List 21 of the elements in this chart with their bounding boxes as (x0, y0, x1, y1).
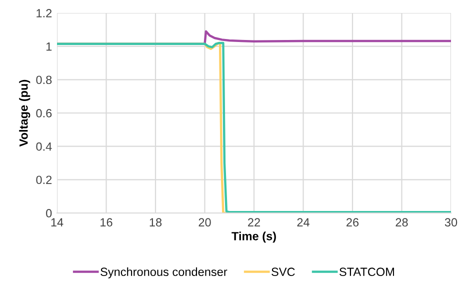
x-tick-label: 18 (150, 218, 162, 227)
y-tick-label: 0.8 (36, 76, 52, 84)
y-axis-title: Voltage (pu) (19, 80, 30, 147)
x-tick-label: 28 (396, 218, 408, 227)
y-tick-label: 0.2 (36, 176, 52, 184)
y-tick-label: 0.4 (36, 142, 52, 151)
legend-label: SVC (272, 268, 295, 276)
legend-label: STATCOM (340, 268, 394, 276)
y-tick-label: 1 (46, 42, 52, 51)
x-tick-label: 14 (51, 218, 64, 226)
y-tick-label: 0.6 (36, 109, 52, 118)
x-tick-label: 22 (248, 218, 260, 226)
y-tick-label: 0 (46, 209, 52, 218)
x-tick-label: 16 (100, 218, 112, 227)
x-tick-label: 26 (346, 218, 359, 227)
x-axis-title: Time (s) (232, 232, 276, 243)
x-tick-label: 20 (198, 218, 211, 227)
x-tick-label: 30 (444, 218, 458, 227)
legend-label: Synchronous condenser (100, 267, 228, 278)
x-tick-label: 24 (297, 218, 310, 226)
y-tick-label: 1.2 (36, 9, 52, 18)
